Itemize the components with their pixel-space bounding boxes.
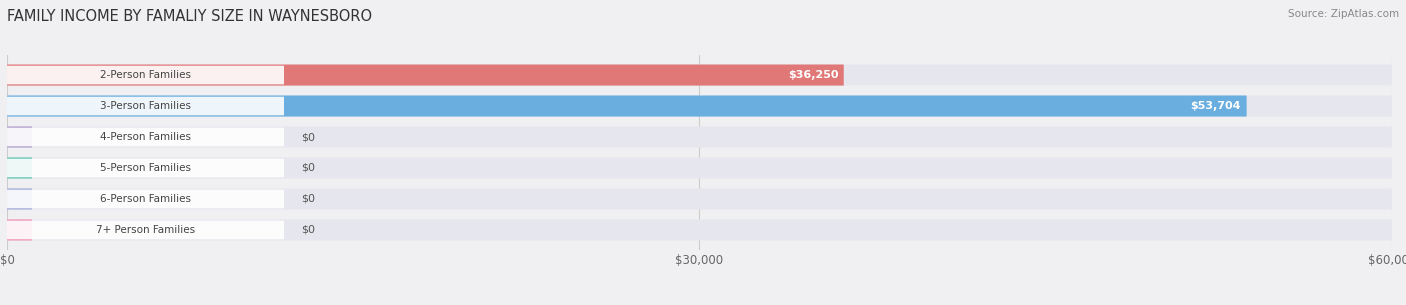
FancyBboxPatch shape [7, 159, 284, 177]
FancyBboxPatch shape [7, 219, 32, 241]
Text: $0: $0 [301, 163, 315, 173]
Text: FAMILY INCOME BY FAMALIY SIZE IN WAYNESBORO: FAMILY INCOME BY FAMALIY SIZE IN WAYNESB… [7, 9, 373, 24]
FancyBboxPatch shape [7, 95, 1392, 117]
Text: 5-Person Families: 5-Person Families [100, 163, 191, 173]
FancyBboxPatch shape [7, 66, 284, 84]
FancyBboxPatch shape [7, 128, 284, 146]
Text: $0: $0 [301, 225, 315, 235]
FancyBboxPatch shape [7, 188, 32, 210]
FancyBboxPatch shape [7, 190, 284, 208]
Text: 2-Person Families: 2-Person Families [100, 70, 191, 80]
Text: 6-Person Families: 6-Person Families [100, 194, 191, 204]
Text: 7+ Person Families: 7+ Person Families [96, 225, 195, 235]
FancyBboxPatch shape [7, 188, 1392, 210]
FancyBboxPatch shape [7, 157, 32, 178]
FancyBboxPatch shape [7, 127, 32, 148]
FancyBboxPatch shape [7, 219, 1392, 241]
FancyBboxPatch shape [7, 64, 844, 86]
FancyBboxPatch shape [7, 221, 284, 239]
FancyBboxPatch shape [7, 157, 1392, 178]
Text: 3-Person Families: 3-Person Families [100, 101, 191, 111]
Text: 4-Person Families: 4-Person Families [100, 132, 191, 142]
FancyBboxPatch shape [7, 95, 1247, 117]
FancyBboxPatch shape [7, 97, 284, 115]
Text: $0: $0 [301, 194, 315, 204]
Text: $0: $0 [301, 132, 315, 142]
Text: Source: ZipAtlas.com: Source: ZipAtlas.com [1288, 9, 1399, 19]
FancyBboxPatch shape [7, 127, 1392, 148]
Text: $36,250: $36,250 [787, 70, 838, 80]
FancyBboxPatch shape [7, 64, 1392, 86]
Text: $53,704: $53,704 [1191, 101, 1241, 111]
